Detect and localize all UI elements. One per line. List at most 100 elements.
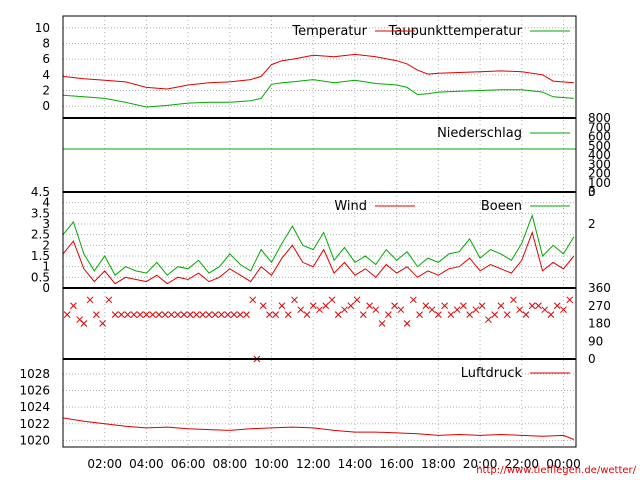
y-tick-label-wind: 2.5 <box>31 228 50 242</box>
y-tick-label-precip: 700 <box>588 120 611 134</box>
legend-label-temperatur: Temperatur <box>291 24 367 39</box>
direction-point <box>553 302 561 310</box>
direction-point-stroke <box>372 306 380 314</box>
y-tick-label-direction: 0 <box>588 352 596 366</box>
direction-point <box>180 311 188 318</box>
direction-point <box>560 306 567 314</box>
plot-frame <box>62 15 577 448</box>
direction-point <box>566 296 574 304</box>
direction-point <box>80 320 88 327</box>
direction-point-stroke <box>353 296 361 304</box>
direction-point <box>403 320 411 327</box>
direction-point-stroke <box>111 311 119 318</box>
y-tick-label-direction: 180 <box>588 317 611 331</box>
direction-point-stroke <box>105 296 113 304</box>
panel-frames <box>62 15 577 448</box>
direction-point <box>236 311 244 318</box>
direction-point <box>155 311 163 318</box>
x-tick-label: 08:00 <box>213 457 248 471</box>
direction-point-stroke <box>249 296 257 304</box>
y-tick-label-wind: 3 <box>42 217 50 231</box>
direction-point <box>124 311 131 318</box>
direction-point-stroke <box>266 311 273 318</box>
direction-point <box>272 311 280 318</box>
direction-point-stroke <box>472 306 480 314</box>
y-tick-label-temperature: 2 <box>42 84 50 98</box>
y-tick-label-wind: 4.5 <box>31 185 50 199</box>
direction-point-stroke <box>230 311 238 318</box>
direction-point <box>218 311 225 318</box>
y-tick-label-precip: 200 <box>588 167 611 181</box>
direction-point-stroke <box>560 306 567 314</box>
y-tick-label-wind-right: 2 <box>588 217 596 231</box>
y-tick-label-temperature: 8 <box>42 36 50 50</box>
direction-point <box>105 296 113 304</box>
direction-point <box>161 311 169 318</box>
direction-point-stroke <box>199 311 207 318</box>
y-tick-label-wind: 3.5 <box>31 206 50 220</box>
x-tick-label: 20:00 <box>463 457 498 471</box>
direction-point-stroke <box>259 302 267 310</box>
direction-point <box>422 302 430 310</box>
source-credit: http://www.tiefflegen.de/wetter/ <box>476 465 636 476</box>
direction-point-stroke <box>80 320 88 327</box>
direction-point-stroke <box>309 302 317 310</box>
direction-point-stroke <box>416 311 423 318</box>
direction-point-stroke <box>130 311 138 318</box>
direction-point <box>168 311 175 318</box>
direction-point-stroke <box>193 311 200 318</box>
legend-label-wind: Wind <box>334 199 367 214</box>
direction-point <box>428 306 436 314</box>
direction-point <box>278 302 286 310</box>
direction-point-stroke <box>224 311 232 318</box>
direction-point-stroke <box>272 311 280 318</box>
direction-point-stroke <box>441 302 448 310</box>
direction-point-stroke <box>86 296 94 304</box>
direction-point-stroke <box>341 306 348 314</box>
direction-point <box>416 311 423 318</box>
direction-point-stroke <box>478 302 486 310</box>
direction-point <box>86 296 94 304</box>
y-tick-label-precip: 800 <box>588 111 611 125</box>
direction-point <box>249 296 257 304</box>
direction-point-stroke <box>384 311 392 318</box>
x-tick-label: 06:00 <box>171 457 206 471</box>
direction-point <box>472 306 480 314</box>
direction-point <box>309 302 317 310</box>
y-tick-label-precip: 600 <box>588 130 611 144</box>
y-tick-label-direction: 360 <box>588 281 611 295</box>
series-wind <box>62 230 575 285</box>
direction-point-stroke <box>211 311 219 318</box>
y-tick-label-pressure: 1028 <box>19 367 50 381</box>
y-tick-label-direction: 90 <box>588 334 603 348</box>
direction-point-stroke <box>447 311 455 318</box>
x-tick-label: 22:00 <box>504 457 539 471</box>
direction-point-stroke <box>547 311 555 318</box>
legend-label-taupunkt: Taupunkttemperatur <box>388 24 523 39</box>
direction-point-stroke <box>397 306 405 314</box>
direction-point-stroke <box>528 302 536 310</box>
y-tick-label-pressure: 1020 <box>19 433 50 447</box>
direction-point <box>466 311 473 318</box>
direction-point-stroke <box>236 311 244 318</box>
direction-point-stroke <box>186 311 194 318</box>
direction-point-stroke <box>391 302 398 310</box>
y-tick-label-wind: 1.5 <box>31 249 50 263</box>
y-tick-label-wind: 0.5 <box>31 270 50 284</box>
direction-point-stroke <box>334 311 342 318</box>
y-tick-label-precip: 300 <box>588 157 611 171</box>
y-tick-label-direction: 270 <box>588 299 611 313</box>
direction-point <box>441 302 448 310</box>
direction-point <box>516 306 524 314</box>
direction-point <box>384 311 392 318</box>
series-boeen <box>62 213 575 276</box>
legend-label-luftdruck: Luftdruck <box>461 366 523 381</box>
direction-point-stroke <box>535 302 542 310</box>
series-layer <box>62 53 576 440</box>
direction-point <box>409 296 417 304</box>
y-tick-label-precip: 500 <box>588 139 611 153</box>
series-luftdruck <box>62 417 575 440</box>
direction-point-stroke <box>70 302 77 310</box>
direction-point-stroke <box>168 311 175 318</box>
direction-point <box>322 302 330 310</box>
